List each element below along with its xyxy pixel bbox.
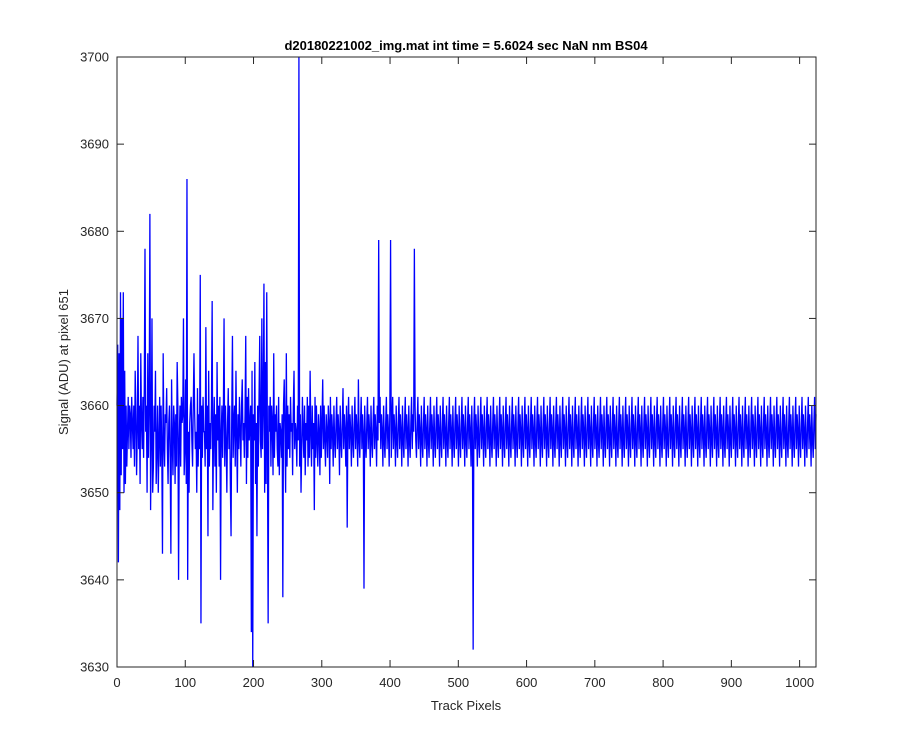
y-tick-label: 3690 — [80, 137, 109, 152]
axes-group — [116, 56, 817, 668]
axes-box — [116, 56, 817, 668]
y-tick-label: 3660 — [80, 398, 109, 413]
y-tick-label: 3680 — [80, 224, 109, 239]
series-group — [116, 56, 817, 668]
y-tick-label: 3640 — [80, 572, 109, 587]
x-tick-label: 0 — [113, 675, 120, 690]
x-tick-label: 100 — [174, 675, 196, 690]
x-tick-label: 400 — [379, 675, 401, 690]
y-tick-labels: 3630 3640 3650 3660 3670 3680 3690 3700 — [80, 50, 109, 675]
x-tick-label: 200 — [243, 675, 265, 690]
x-axis-label: Track Pixels — [431, 698, 502, 713]
y-tick-label: 3650 — [80, 485, 109, 500]
x-tick-labels: 0 100 200 300 400 500 600 700 800 900 1000 — [113, 675, 814, 690]
x-tick-label: 1000 — [785, 675, 814, 690]
y-tick-label: 3670 — [80, 311, 109, 326]
x-tick-label: 300 — [311, 675, 333, 690]
y-tick-label: 3630 — [80, 660, 109, 675]
x-tick-label: 800 — [652, 675, 674, 690]
series-line-0 — [116, 56, 817, 668]
x-tick-label: 900 — [721, 675, 743, 690]
chart-title: d20180221002_img.mat int time = 5.6024 s… — [284, 38, 648, 53]
x-tick-label: 600 — [516, 675, 538, 690]
x-tick-label: 500 — [447, 675, 469, 690]
y-axis-label: Signal (ADU) at pixel 651 — [56, 289, 71, 435]
x-tick-label: 700 — [584, 675, 606, 690]
plot-area — [117, 57, 816, 667]
y-tick-label: 3700 — [80, 50, 109, 65]
